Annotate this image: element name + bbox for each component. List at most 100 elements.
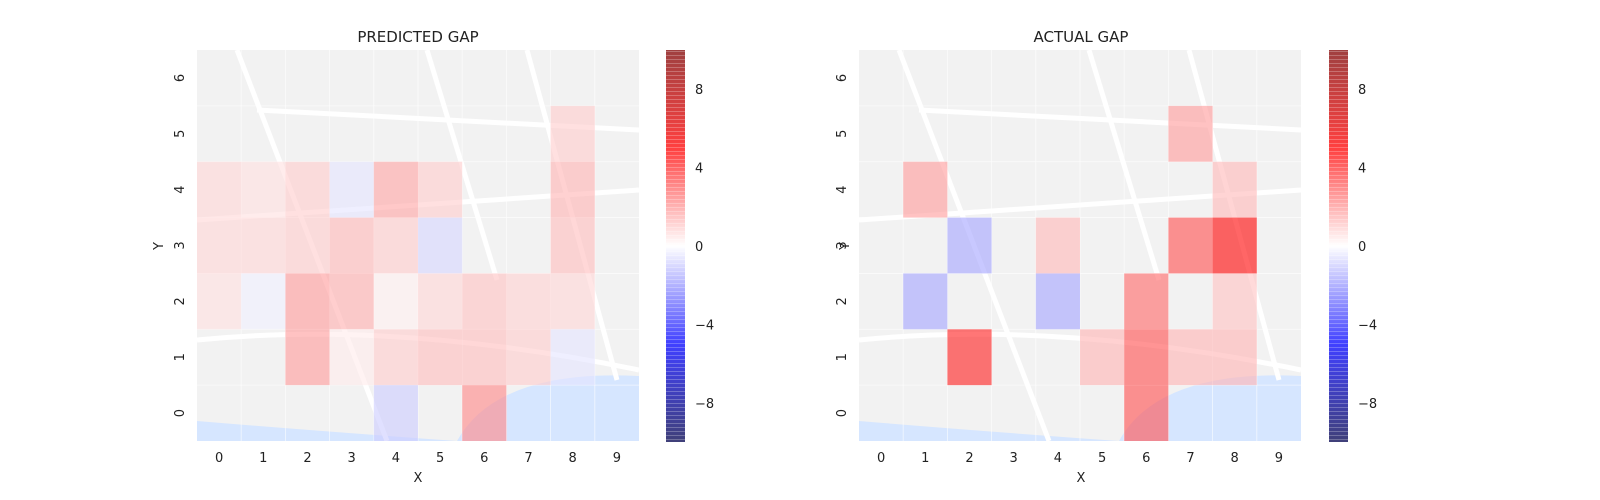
heatmap-cell (1212, 217, 1257, 274)
y-tick-label: 1 (173, 353, 188, 361)
heatmap-cell (903, 273, 948, 330)
heatmap-cells (903, 105, 1257, 441)
colorbar-tick-label: −8 (1358, 397, 1377, 412)
heatmap-cell (1212, 161, 1257, 218)
y-tick-label: 4 (173, 186, 188, 194)
chart-title: PREDICTED GAP (357, 28, 478, 46)
heatmap-cell (329, 161, 374, 218)
heatmap-cell (506, 273, 551, 330)
heatmap-cell (418, 217, 463, 274)
x-tick-label: 5 (436, 451, 444, 466)
heatmap-cell (947, 329, 992, 386)
colorbar-tick-label: −4 (1358, 318, 1377, 333)
x-tick-label: 5 (1098, 451, 1106, 466)
y-tick-label: 0 (835, 409, 850, 417)
x-tick-label: 2 (965, 451, 973, 466)
heatmap-cell (329, 273, 374, 330)
colorbar-tick-labels: 8 4 0 −4 −8 (695, 83, 714, 412)
heatmap-cell (373, 217, 418, 274)
x-tick-label: 4 (1054, 451, 1062, 466)
y-tick-label: 4 (835, 186, 850, 194)
heatmap-cell (550, 273, 595, 330)
heatmap-cell (903, 161, 948, 218)
heatmap-cell (1124, 273, 1169, 330)
y-tick-label: 2 (835, 297, 850, 305)
x-tick-label: 6 (1142, 451, 1150, 466)
chart-title: ACTUAL GAP (1034, 28, 1129, 46)
heatmap-cell (241, 161, 286, 218)
heatmap-cell (329, 329, 374, 386)
heatmap-cell (418, 161, 463, 218)
x-tick-label: 8 (569, 451, 577, 466)
y-tick-label: 3 (173, 241, 188, 249)
y-tick-labels: 0 1 2 3 4 5 6 (173, 74, 188, 417)
y-axis-label: Y (838, 242, 853, 251)
heatmap-cell (197, 161, 242, 218)
colorbar-tick-label: −8 (695, 397, 714, 412)
y-tick-label: 5 (835, 130, 850, 138)
x-tick-label: 8 (1231, 451, 1239, 466)
y-tick-labels: 0 1 2 3 4 5 6 (835, 74, 850, 417)
colorbar-stripes (666, 50, 685, 442)
heatmap-cell (285, 329, 330, 386)
colorbar: 8 4 0 −4 −8 (666, 50, 714, 442)
y-tick-label: 1 (835, 353, 850, 361)
x-tick-label: 0 (215, 451, 223, 466)
heatmap-cell (373, 161, 418, 218)
heatmap-cell (373, 329, 418, 386)
heatmap-cell (197, 273, 242, 330)
x-tick-label: 9 (613, 451, 621, 466)
river-shape (859, 421, 1119, 441)
colorbar-tick-label: 8 (1358, 83, 1366, 98)
heatmap-cell (285, 161, 330, 218)
x-tick-label: 9 (1275, 451, 1283, 466)
x-tick-label: 2 (303, 451, 311, 466)
heatmap-cell (462, 273, 507, 330)
x-axis-label: X (1077, 471, 1086, 486)
heatmap-cell (1035, 217, 1080, 274)
heatmap-cell (1168, 329, 1213, 386)
heatmap-cell (947, 217, 992, 274)
heatmap-cell (241, 273, 286, 330)
y-tick-label: 0 (173, 409, 188, 417)
heatmap-cell (550, 217, 595, 274)
heatmap-cell (197, 217, 242, 274)
y-tick-label: 3 (835, 241, 850, 249)
y-tick-label: 6 (835, 74, 850, 82)
x-tick-label: 1 (259, 451, 267, 466)
heatmap-cell (550, 105, 595, 162)
heatmap-cell (462, 385, 507, 441)
x-tick-label: 7 (1186, 451, 1194, 466)
heatmap-cell (550, 329, 595, 386)
heatmap-cell (506, 329, 551, 386)
colorbar: 8 4 0 −4 −8 (1329, 50, 1377, 442)
river-shape (197, 421, 457, 441)
x-tick-label: 4 (392, 451, 400, 466)
map-road (918, 107, 1302, 133)
colorbar-tick-label: 8 (695, 83, 703, 98)
heatmap-cell (329, 217, 374, 274)
heatmap-cell (462, 329, 507, 386)
x-tick-label: 3 (348, 451, 356, 466)
colorbar-tick-label: 0 (1358, 240, 1366, 255)
heatmap-cell (241, 217, 286, 274)
colorbar-tick-label: 4 (695, 162, 703, 177)
heatmap-cell (1035, 273, 1080, 330)
y-tick-label: 2 (173, 297, 188, 305)
heatmap-cell (1124, 329, 1169, 386)
y-tick-label: 6 (173, 74, 188, 82)
colorbar-tick-label: −4 (695, 318, 714, 333)
heatmap-cell (418, 329, 463, 386)
x-tick-label: 7 (524, 451, 532, 466)
heatmap-cell (1124, 385, 1169, 441)
x-tick-labels: 0 1 2 3 4 5 6 7 8 9 (215, 451, 621, 466)
colorbar-stripes (1329, 50, 1348, 442)
heatmap-cell (285, 273, 330, 330)
x-tick-label: 0 (877, 451, 885, 466)
y-tick-label: 5 (173, 130, 188, 138)
heatmap-cell (418, 273, 463, 330)
colorbar-tick-label: 4 (1358, 162, 1366, 177)
x-axis-label: X (414, 471, 423, 486)
heatmap-cell (1212, 329, 1257, 386)
